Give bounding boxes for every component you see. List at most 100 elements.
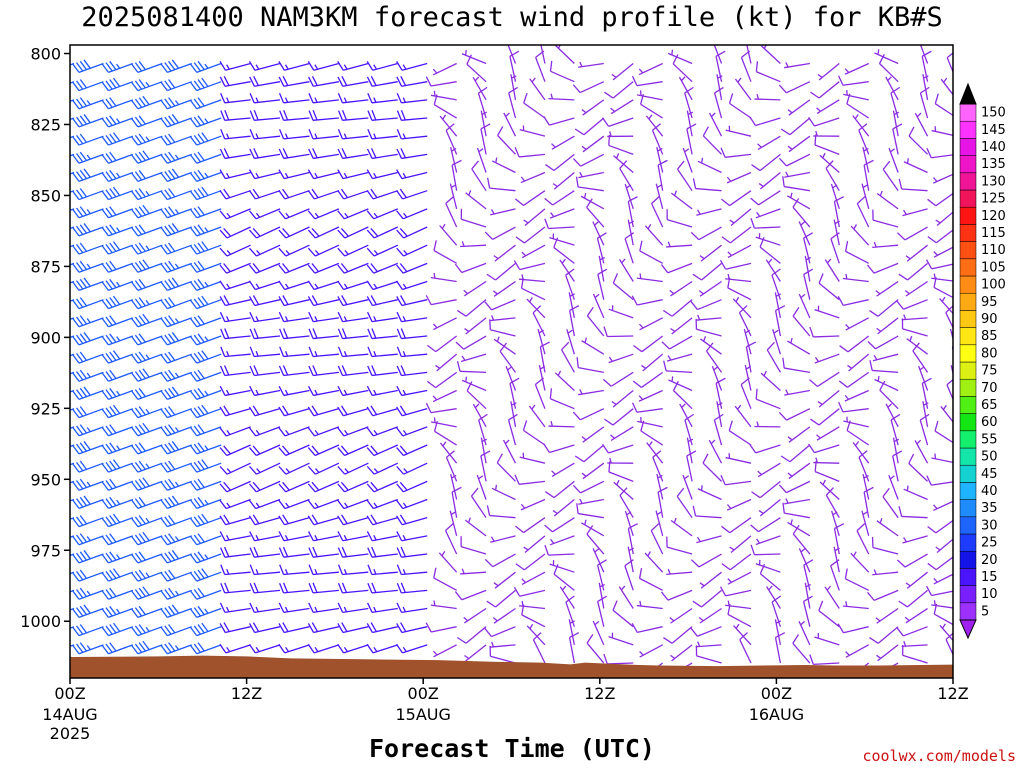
wind-barb (337, 480, 369, 493)
wind-barb (950, 365, 953, 376)
wind-barb (782, 176, 810, 192)
wind-barb (862, 473, 870, 500)
colorbar-label: 75 (981, 364, 998, 379)
colorbar-label: 35 (981, 501, 998, 516)
wind-barb (308, 346, 339, 358)
wind-barb (248, 208, 281, 220)
wind-barb (520, 498, 546, 511)
colorbar-swatch (959, 189, 977, 208)
wind-barb (708, 439, 723, 464)
wind-barb (503, 112, 517, 137)
wind-barb (727, 244, 752, 259)
wind-barb (858, 123, 870, 155)
wind-barb (787, 99, 811, 116)
wind-barb (308, 148, 340, 160)
wind-barb (624, 559, 634, 591)
wind-barb (592, 293, 605, 319)
wind-barb (686, 450, 697, 482)
wind-barb (690, 626, 722, 637)
plot-frame (69, 44, 954, 679)
y-axis: 800 825 850 875 900 925 950 975 1000 (20, 45, 70, 631)
wind-barb (489, 645, 516, 664)
wind-barb (871, 537, 899, 555)
wind-barb (508, 86, 518, 119)
wind-barb (663, 360, 693, 374)
wind-barb (432, 317, 457, 331)
wind-barb (798, 620, 811, 646)
wind-barb (758, 172, 781, 190)
wind-barb (396, 462, 428, 475)
wind-barb (532, 305, 546, 337)
wind-barb (131, 477, 163, 491)
wind-barb (72, 114, 104, 128)
wind-barb (672, 54, 693, 83)
wind-barb (248, 622, 281, 634)
wind-barb (466, 381, 487, 410)
wind-barb (509, 377, 520, 409)
wind-barb (949, 328, 953, 342)
wind-barb (72, 242, 104, 255)
wind-barb (307, 244, 340, 257)
wind-barb (486, 505, 516, 519)
wind-barb (898, 506, 928, 519)
wind-barb (757, 462, 781, 478)
wind-barb (189, 404, 222, 419)
wind-barb (612, 273, 634, 301)
wind-barb (663, 626, 693, 644)
wind-barb (307, 498, 340, 510)
wind-barb (308, 546, 339, 558)
wind-barb (337, 148, 369, 160)
wind-barb (278, 295, 310, 307)
wind-barb (810, 408, 840, 426)
wind-barb (682, 147, 693, 173)
wind-barb (425, 76, 457, 87)
wind-barb (652, 450, 664, 482)
wind-barb (366, 169, 398, 180)
wind-barb (484, 553, 516, 568)
wind-barb (460, 208, 487, 228)
wind-barb (844, 62, 869, 75)
wind-barb (715, 377, 726, 409)
wind-barb (716, 74, 723, 100)
colorbar-swatch (959, 310, 977, 328)
wind-barb (366, 531, 398, 542)
wind-barb (818, 273, 840, 301)
wind-barb (792, 634, 811, 664)
wind-barb (455, 335, 487, 350)
credit-text[interactable]: coolwx.com/models (862, 747, 1016, 765)
wind-barb (460, 353, 487, 363)
wind-barb (337, 110, 369, 121)
wind-barb (248, 61, 281, 71)
wind-barb (464, 317, 487, 335)
wind-barb (545, 153, 575, 172)
wind-barb (666, 353, 693, 362)
wind-barb (189, 459, 222, 473)
wind-barb (249, 311, 281, 323)
wind-barb (454, 589, 487, 601)
wind-barb (838, 371, 870, 388)
wind-barb (610, 99, 634, 115)
wind-barb (784, 498, 810, 505)
wind-barb (882, 160, 899, 192)
wind-barb (705, 342, 723, 373)
wind-barb (778, 480, 811, 494)
wind-barb (565, 268, 575, 300)
wind-barb (131, 460, 163, 473)
wind-barb (131, 387, 163, 401)
wind-barb (438, 550, 458, 573)
wind-barb (248, 280, 281, 291)
wind-barb (72, 587, 104, 600)
wind-barb (660, 262, 693, 274)
wind-barb (872, 209, 899, 228)
wind-barb (220, 546, 251, 558)
wind-barb (631, 295, 663, 306)
wind-barb (366, 498, 398, 510)
wind-barb (933, 603, 953, 626)
wind-barb (809, 326, 840, 338)
wind-barb (838, 402, 869, 413)
wind-barb (638, 62, 663, 76)
wind-barb (729, 535, 752, 554)
wind-barb (72, 332, 104, 346)
wind-barb (521, 244, 546, 259)
wind-barb (435, 353, 458, 372)
